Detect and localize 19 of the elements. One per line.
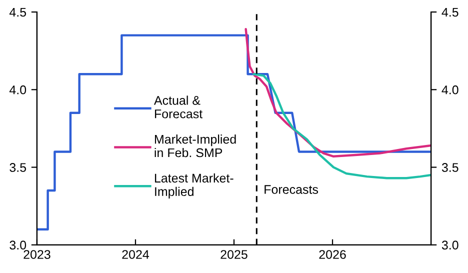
x-tick-label: 2025	[220, 250, 248, 259]
y-tick-label: 3.0	[10, 240, 26, 250]
y-tick-label: 4.5	[9, 8, 26, 17]
y2-tick-label: 4.0	[442, 85, 458, 94]
y-tick-label: 3.5	[10, 163, 26, 172]
line-series	[244, 28, 432, 158]
legend-label: Actual & Forecast	[154, 96, 202, 118]
x-tick-label: 2026	[319, 250, 346, 259]
y2-tick-label: 3.0	[442, 240, 458, 250]
y2-tick-label: 4.5	[442, 8, 458, 17]
x-tick-label: 2024	[122, 250, 150, 259]
legend-label: Market-Implied in Feb. SMP	[154, 134, 236, 158]
legend-label: Latest Market- Implied	[154, 173, 234, 198]
ref-line-label: Forecasts	[264, 185, 318, 194]
line-series	[36, 34, 432, 230]
x-tick-label: 2023	[24, 250, 50, 259]
line-series	[252, 73, 432, 180]
y2-tick-label: 3.5	[442, 163, 458, 172]
y-tick-label: 4.0	[9, 85, 26, 94]
